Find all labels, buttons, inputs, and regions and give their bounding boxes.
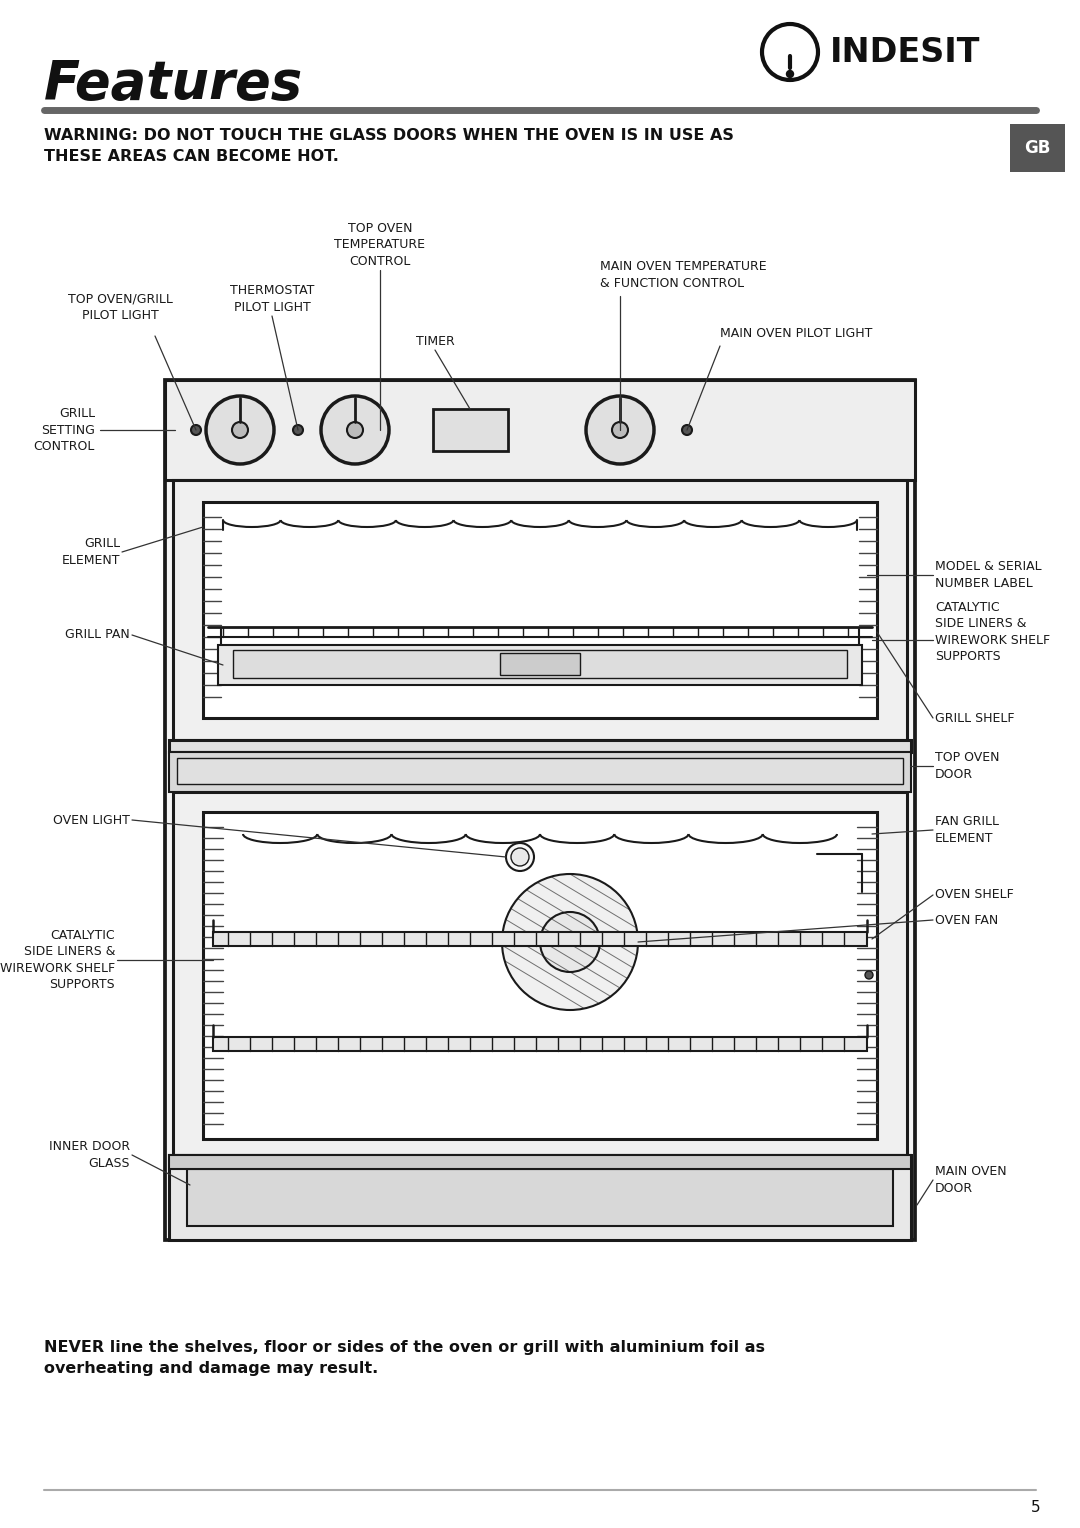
Text: Features: Features bbox=[44, 58, 303, 110]
Bar bbox=[177, 758, 903, 784]
Bar bbox=[165, 380, 915, 1241]
Bar bbox=[168, 752, 912, 792]
Circle shape bbox=[191, 425, 201, 435]
Text: OVEN FAN: OVEN FAN bbox=[935, 914, 998, 926]
Bar bbox=[233, 649, 847, 678]
Text: MAIN OVEN TEMPERATURE
& FUNCTION CONTROL: MAIN OVEN TEMPERATURE & FUNCTION CONTROL bbox=[600, 260, 767, 290]
Text: TIMER: TIMER bbox=[416, 335, 455, 348]
Bar bbox=[187, 1169, 893, 1225]
Circle shape bbox=[540, 912, 600, 972]
Bar bbox=[500, 652, 580, 675]
Text: CATALYTIC
SIDE LINERS &
WIREWORK SHELF
SUPPORTS: CATALYTIC SIDE LINERS & WIREWORK SHELF S… bbox=[935, 601, 1050, 663]
Bar bbox=[203, 503, 877, 718]
Circle shape bbox=[612, 422, 627, 439]
Text: MAIN OVEN
DOOR: MAIN OVEN DOOR bbox=[935, 1166, 1007, 1195]
Bar bbox=[168, 1155, 912, 1169]
Circle shape bbox=[865, 970, 873, 979]
Circle shape bbox=[347, 422, 363, 439]
Bar bbox=[218, 645, 862, 685]
Text: GRILL SHELF: GRILL SHELF bbox=[935, 712, 1014, 724]
Text: OVEN SHELF: OVEN SHELF bbox=[935, 888, 1014, 902]
Circle shape bbox=[786, 70, 794, 78]
Text: TOP OVEN
TEMPERATURE
CONTROL: TOP OVEN TEMPERATURE CONTROL bbox=[335, 222, 426, 267]
Text: 5: 5 bbox=[1030, 1500, 1040, 1516]
Text: INNER DOOR
GLASS: INNER DOOR GLASS bbox=[49, 1140, 130, 1170]
Text: OVEN LIGHT: OVEN LIGHT bbox=[53, 813, 130, 827]
Circle shape bbox=[586, 396, 654, 465]
Bar bbox=[213, 1038, 867, 1051]
Text: TOP OVEN/GRILL
PILOT LIGHT: TOP OVEN/GRILL PILOT LIGHT bbox=[68, 292, 173, 322]
Circle shape bbox=[502, 874, 638, 1010]
Text: THERMOSTAT
PILOT LIGHT: THERMOSTAT PILOT LIGHT bbox=[230, 284, 314, 313]
Bar bbox=[165, 380, 915, 480]
Text: NEVER line the shelves, floor or sides of the oven or grill with aluminium foil : NEVER line the shelves, floor or sides o… bbox=[44, 1340, 765, 1377]
Circle shape bbox=[232, 422, 248, 439]
Text: GRILL
ELEMENT: GRILL ELEMENT bbox=[62, 538, 120, 567]
Text: GRILL
SETTING
CONTROL: GRILL SETTING CONTROL bbox=[33, 406, 95, 452]
Bar bbox=[168, 740, 912, 752]
Bar bbox=[203, 811, 877, 1138]
Circle shape bbox=[511, 848, 529, 866]
Bar bbox=[173, 480, 907, 740]
Bar bbox=[1010, 124, 1065, 173]
Text: TOP OVEN
DOOR: TOP OVEN DOOR bbox=[935, 752, 999, 781]
Text: GRILL PAN: GRILL PAN bbox=[65, 628, 130, 642]
Circle shape bbox=[507, 843, 534, 871]
Text: INDESIT: INDESIT bbox=[831, 35, 981, 69]
Text: MODEL & SERIAL
NUMBER LABEL: MODEL & SERIAL NUMBER LABEL bbox=[935, 561, 1041, 590]
Circle shape bbox=[206, 396, 274, 465]
Text: GB: GB bbox=[1024, 139, 1050, 157]
Bar bbox=[213, 932, 867, 946]
Circle shape bbox=[321, 396, 389, 465]
Circle shape bbox=[293, 425, 303, 435]
Text: FAN GRILL
ELEMENT: FAN GRILL ELEMENT bbox=[935, 816, 999, 845]
Bar bbox=[433, 410, 508, 451]
Text: WARNING: DO NOT TOUCH THE GLASS DOORS WHEN THE OVEN IS IN USE AS
THESE AREAS CAN: WARNING: DO NOT TOUCH THE GLASS DOORS WH… bbox=[44, 128, 734, 163]
Text: MAIN OVEN PILOT LIGHT: MAIN OVEN PILOT LIGHT bbox=[720, 327, 873, 341]
Circle shape bbox=[681, 425, 692, 435]
Text: CATALYTIC
SIDE LINERS &
WIREWORK SHELF
SUPPORTS: CATALYTIC SIDE LINERS & WIREWORK SHELF S… bbox=[0, 929, 114, 992]
Bar bbox=[173, 792, 907, 1155]
Bar bbox=[168, 1155, 912, 1241]
